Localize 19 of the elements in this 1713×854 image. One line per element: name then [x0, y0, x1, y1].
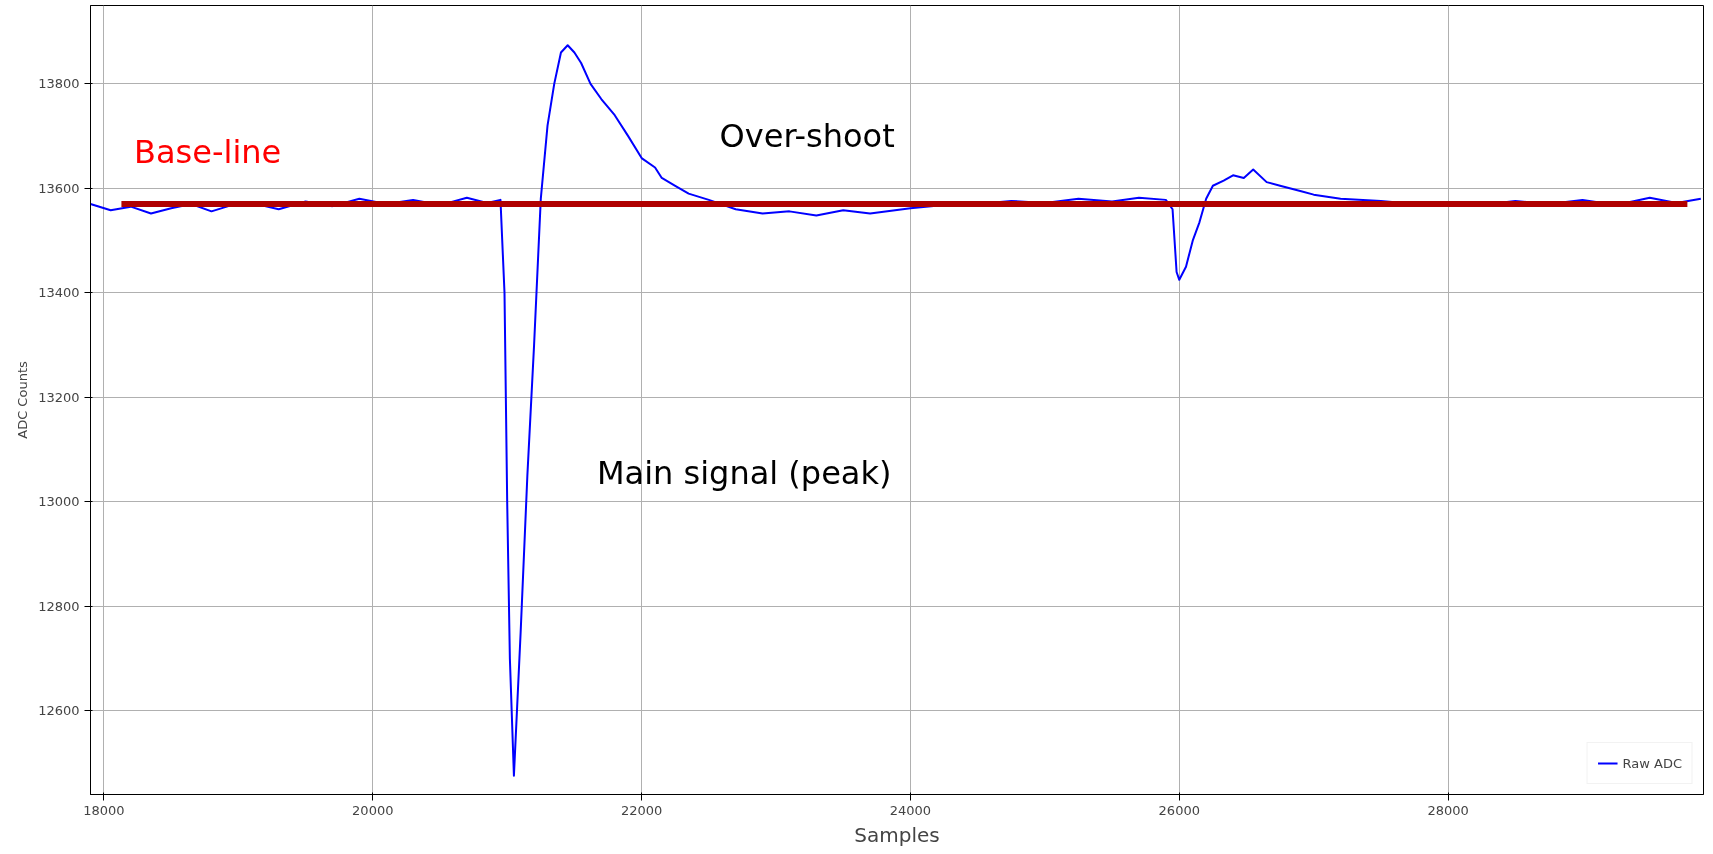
x-tick-label: 28000	[1427, 802, 1469, 818]
y-axis-title: ADC Counts	[15, 361, 31, 439]
y-tick-label: 13800	[38, 76, 80, 92]
x-tick-label: 22000	[620, 802, 663, 818]
x-tick-label: 20000	[352, 802, 394, 818]
y-tick-label: 12600	[38, 703, 80, 719]
x-tick-label: 18000	[83, 802, 125, 818]
x-tick-label: 26000	[1158, 802, 1200, 818]
annotation: Base-line	[134, 133, 282, 172]
annotation: Main signal (peak)	[596, 454, 892, 493]
annotation: Over-shoot	[719, 117, 895, 156]
x-axis-title: Samples	[854, 822, 940, 847]
y-tick-label: 13600	[38, 180, 80, 196]
legend-label: Raw ADC	[1622, 755, 1682, 771]
y-tick-label: 13000	[38, 494, 80, 510]
y-tick-label: 13200	[38, 389, 80, 405]
x-tick-label: 24000	[889, 802, 932, 818]
y-tick-label: 12800	[38, 598, 80, 614]
y-tick-label: 13400	[38, 285, 80, 301]
